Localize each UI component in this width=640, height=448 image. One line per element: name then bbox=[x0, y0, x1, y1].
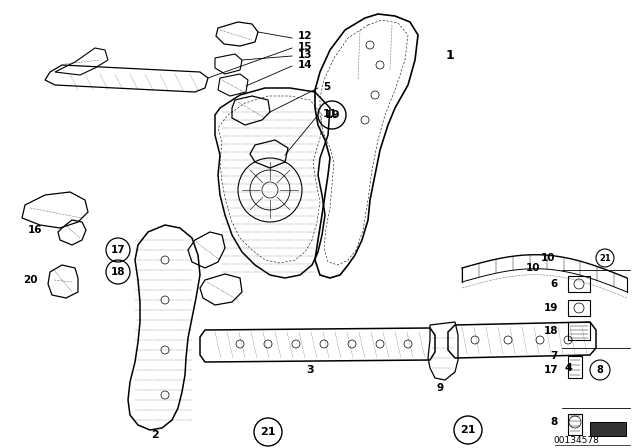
Text: 10: 10 bbox=[525, 263, 540, 273]
Text: 19: 19 bbox=[543, 303, 558, 313]
Text: 11: 11 bbox=[323, 109, 337, 119]
Text: 20: 20 bbox=[24, 275, 38, 285]
Text: 21: 21 bbox=[260, 427, 276, 437]
Text: 7: 7 bbox=[550, 351, 558, 361]
Text: 21: 21 bbox=[599, 254, 611, 263]
Text: 5: 5 bbox=[323, 82, 330, 92]
Text: 9: 9 bbox=[436, 383, 444, 393]
Bar bbox=[590, 422, 626, 436]
Text: 8: 8 bbox=[551, 417, 558, 427]
Text: 1: 1 bbox=[445, 48, 454, 61]
Text: 3: 3 bbox=[306, 365, 314, 375]
Text: 16: 16 bbox=[28, 225, 42, 235]
Text: 8: 8 bbox=[596, 365, 604, 375]
Text: 10: 10 bbox=[541, 253, 556, 263]
Text: 00134578: 00134578 bbox=[553, 435, 599, 444]
Text: 17: 17 bbox=[111, 245, 125, 255]
Text: 17: 17 bbox=[543, 365, 558, 375]
Text: 12: 12 bbox=[298, 31, 312, 41]
Text: 14: 14 bbox=[298, 60, 312, 70]
Text: 18: 18 bbox=[111, 267, 125, 277]
Text: 2: 2 bbox=[151, 430, 159, 440]
Text: 15: 15 bbox=[298, 42, 312, 52]
Text: 6: 6 bbox=[551, 279, 558, 289]
Text: 4: 4 bbox=[564, 363, 572, 373]
Text: 13: 13 bbox=[298, 50, 312, 60]
Text: 19: 19 bbox=[324, 110, 340, 120]
Text: 18: 18 bbox=[543, 326, 558, 336]
Text: 21: 21 bbox=[460, 425, 476, 435]
